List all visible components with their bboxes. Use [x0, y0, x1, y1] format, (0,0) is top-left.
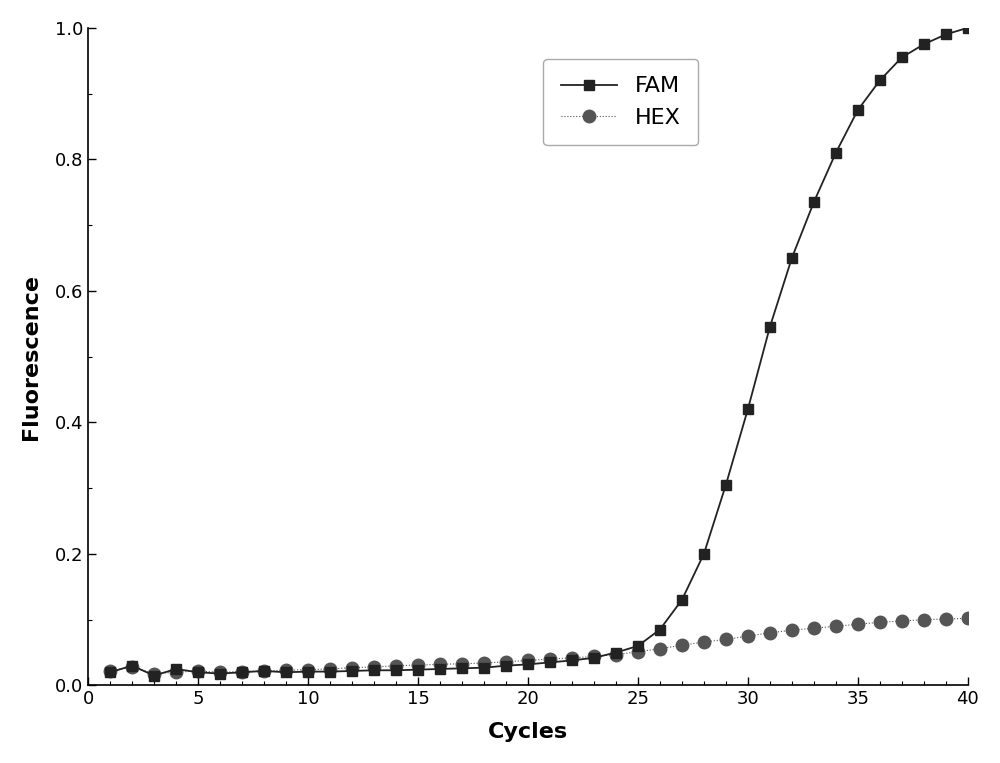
FAM: [412, 665, 424, 674]
FAM: [456, 664, 468, 673]
FAM: [126, 661, 138, 670]
HEX: [720, 635, 732, 644]
Line: HEX: HEX: [104, 612, 974, 680]
HEX: [280, 665, 292, 674]
FAM: [544, 658, 556, 667]
FAM: [874, 76, 886, 85]
FAM: [632, 642, 644, 651]
FAM: [676, 595, 688, 604]
HEX: [786, 626, 798, 635]
HEX: [962, 613, 974, 623]
HEX: [676, 641, 688, 650]
HEX: [500, 657, 512, 666]
HEX: [654, 644, 666, 653]
FAM: [940, 30, 952, 39]
FAM: [148, 671, 160, 680]
HEX: [258, 666, 270, 675]
FAM: [654, 625, 666, 634]
FAM: [324, 667, 336, 676]
Line: FAM: FAM: [105, 23, 973, 681]
FAM: [170, 665, 182, 674]
FAM: [720, 480, 732, 489]
HEX: [170, 668, 182, 677]
FAM: [302, 667, 314, 676]
HEX: [104, 666, 116, 675]
HEX: [588, 652, 600, 661]
FAM: [368, 665, 380, 674]
HEX: [544, 655, 556, 664]
HEX: [742, 632, 754, 641]
HEX: [808, 623, 820, 633]
HEX: [368, 662, 380, 671]
FAM: [478, 663, 490, 672]
FAM: [808, 198, 820, 207]
FAM: [214, 669, 226, 678]
HEX: [434, 660, 446, 669]
HEX: [764, 628, 776, 637]
FAM: [962, 23, 974, 32]
FAM: [192, 668, 204, 677]
HEX: [214, 668, 226, 677]
HEX: [896, 617, 908, 626]
FAM: [852, 105, 864, 114]
HEX: [478, 658, 490, 668]
FAM: [346, 666, 358, 675]
HEX: [390, 661, 402, 670]
HEX: [632, 647, 644, 656]
HEX: [346, 663, 358, 672]
HEX: [522, 656, 534, 665]
FAM: [786, 253, 798, 262]
FAM: [588, 653, 600, 662]
HEX: [236, 667, 248, 676]
X-axis label: Cycles: Cycles: [488, 722, 568, 742]
HEX: [456, 659, 468, 668]
HEX: [192, 666, 204, 675]
FAM: [566, 656, 578, 665]
HEX: [830, 622, 842, 631]
FAM: [698, 549, 710, 559]
HEX: [302, 665, 314, 674]
FAM: [918, 40, 930, 49]
HEX: [874, 618, 886, 627]
HEX: [324, 665, 336, 674]
FAM: [258, 666, 270, 675]
Y-axis label: Fluorescence: Fluorescence: [21, 274, 41, 439]
FAM: [610, 648, 622, 657]
FAM: [896, 53, 908, 62]
FAM: [434, 665, 446, 674]
FAM: [236, 668, 248, 677]
Legend: FAM, HEX: FAM, HEX: [543, 59, 698, 145]
HEX: [852, 620, 864, 629]
FAM: [280, 668, 292, 677]
FAM: [830, 148, 842, 157]
HEX: [412, 661, 424, 670]
FAM: [390, 665, 402, 674]
HEX: [148, 669, 160, 678]
HEX: [698, 637, 710, 646]
HEX: [940, 614, 952, 623]
HEX: [918, 615, 930, 624]
FAM: [500, 661, 512, 670]
HEX: [610, 650, 622, 659]
FAM: [522, 660, 534, 669]
FAM: [742, 404, 754, 414]
HEX: [566, 653, 578, 662]
FAM: [764, 323, 776, 332]
FAM: [104, 668, 116, 677]
HEX: [126, 662, 138, 671]
